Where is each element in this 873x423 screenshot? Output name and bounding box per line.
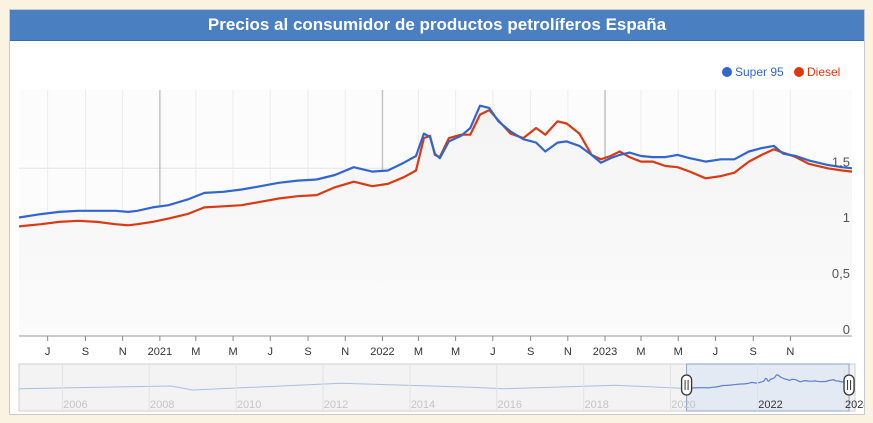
legend: Super 95 Diesel — [722, 65, 840, 79]
x-tick-label: M — [674, 346, 683, 358]
x-tick-label: N — [341, 346, 349, 358]
x-tick-label: S — [527, 346, 534, 358]
handle-grip-body — [682, 375, 692, 395]
legend-label-diesel: Diesel — [807, 65, 840, 79]
y-tick-label: 1 — [843, 210, 850, 225]
x-tick-label: 2022 — [370, 346, 394, 358]
x-tick-label: J — [267, 346, 273, 358]
x-tick-label: J — [713, 346, 719, 358]
y-tick-label: 1,5 — [832, 154, 850, 169]
x-tick-label: M — [451, 346, 460, 358]
y-tick-label: 0,5 — [832, 266, 850, 281]
navigator-year-label: 2020 — [671, 399, 695, 411]
x-tick-label: S — [750, 346, 757, 358]
x-tick-label: M — [191, 346, 200, 358]
x-tick-label: 2023 — [593, 346, 617, 358]
x-tick-label: N — [119, 346, 127, 358]
chart-frame: Precios al consumidor de productos petro… — [9, 9, 865, 415]
x-tick-label: N — [564, 346, 572, 358]
x-tick-label: J — [45, 346, 51, 358]
navigator-left-handle[interactable] — [682, 375, 692, 395]
x-tick-label: M — [636, 346, 645, 358]
navigator-year-label: 2014 — [411, 399, 435, 411]
navigator-year-label: 2006 — [63, 399, 87, 411]
x-tick-label: 2021 — [148, 346, 172, 358]
x-tick-label: M — [414, 346, 423, 358]
navigator-year-label: 2012 — [324, 399, 348, 411]
y-tick-label: 0 — [843, 322, 850, 337]
navigator-year-label: 2018 — [584, 399, 608, 411]
navigator-year-label: 2008 — [150, 399, 174, 411]
navigator-year-label: 2024 — [845, 399, 865, 411]
navigator-year-label: 2022 — [758, 399, 782, 411]
x-tick-label: S — [304, 346, 311, 358]
x-tick-label: M — [228, 346, 237, 358]
x-tick-label: S — [82, 346, 89, 358]
x-tick-label: N — [786, 346, 794, 358]
navigator-right-handle[interactable] — [844, 375, 854, 395]
legend-marker-diesel — [794, 67, 804, 77]
navigator-year-label: 2016 — [498, 399, 522, 411]
range-navigator[interactable]: 2006 2008 2010 2012 2014 2016 2018 2020 2022 2024 — [19, 364, 865, 411]
navigator-year-label: 2010 — [237, 399, 261, 411]
x-tick-label: J — [490, 346, 496, 358]
line-chart: 00,511,5 J S N 2021 M M J S N 2022 M M J S N 2023 M M J S N … — [10, 10, 865, 415]
legend-label-super95: Super 95 — [735, 65, 784, 79]
legend-item-super95[interactable]: Super 95 — [722, 65, 784, 79]
handle-grip-body — [844, 375, 854, 395]
legend-marker-super95 — [722, 67, 732, 77]
legend-item-diesel[interactable]: Diesel — [794, 65, 840, 79]
